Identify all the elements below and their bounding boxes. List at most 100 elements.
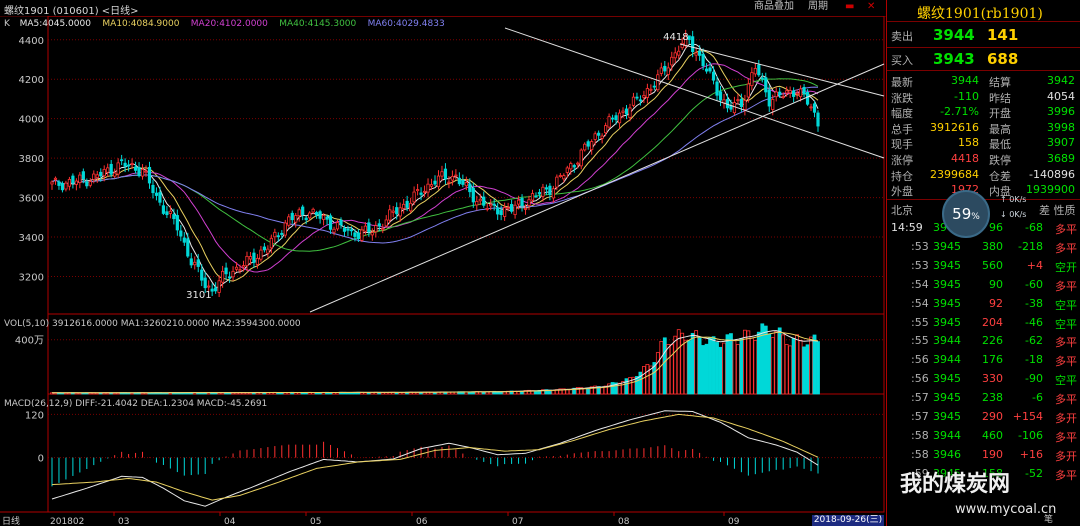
candle-body bbox=[349, 229, 354, 232]
candle-body bbox=[137, 167, 141, 177]
tick-diff: +16 bbox=[1019, 447, 1043, 461]
volume-bar bbox=[718, 346, 723, 395]
candle-body bbox=[544, 187, 549, 190]
tick-price: 3945 bbox=[933, 258, 961, 272]
candle-body bbox=[520, 198, 524, 207]
candle-body bbox=[663, 65, 667, 72]
tick-nature: 多平 bbox=[1055, 430, 1077, 444]
volume-bar bbox=[701, 345, 705, 395]
volume-bar bbox=[648, 365, 653, 395]
candle-body bbox=[509, 204, 514, 212]
speed-down: 0K/s bbox=[1009, 210, 1027, 219]
candle-body bbox=[151, 184, 155, 194]
candle-body bbox=[461, 180, 465, 185]
candle-body bbox=[123, 162, 127, 167]
y-tick-label: 3600 bbox=[19, 194, 44, 205]
y-tick-label: 4000 bbox=[19, 115, 44, 126]
price-annotation: 3101 bbox=[186, 290, 211, 301]
candle-body bbox=[196, 259, 200, 267]
volume-bar bbox=[739, 338, 744, 395]
candle-body bbox=[353, 232, 357, 237]
candle-body bbox=[221, 270, 225, 283]
ma-legend-item: MA10:4084.9000 bbox=[102, 19, 179, 29]
tick-time: 14:59 bbox=[891, 221, 923, 234]
tick-row: :54 3945 92 -38 空平 bbox=[887, 295, 1080, 313]
tick-row: :54 3945 90 -60 多平 bbox=[887, 276, 1080, 294]
candle-body bbox=[283, 222, 287, 236]
speed-up: 0K/s bbox=[1009, 195, 1027, 204]
watermark-brand: 我的煤炭网 bbox=[900, 472, 1011, 497]
volume-bar bbox=[659, 340, 664, 395]
volume-bar bbox=[572, 387, 577, 395]
overlay-button[interactable]: 商品叠加 bbox=[754, 1, 794, 12]
stat-value: 1939900 bbox=[1026, 183, 1075, 197]
stat-row: 幅度 -2.71% 开盘 3996 bbox=[887, 103, 1080, 121]
candle-body bbox=[78, 174, 82, 183]
candle-body bbox=[743, 100, 747, 110]
candle-body bbox=[812, 103, 817, 113]
candle-body bbox=[527, 199, 531, 206]
candle-body bbox=[193, 261, 197, 266]
candle-body bbox=[287, 216, 291, 226]
candle-body bbox=[248, 256, 253, 260]
stat-value: -140896 bbox=[1029, 167, 1075, 181]
speed-indicator[interactable]: 59% bbox=[942, 190, 990, 238]
chart-area[interactable]: 4400 4200 4000 3800 3600 3400 3200 K MA5:4045.00… bbox=[0, 16, 886, 526]
y-tick-label: 3800 bbox=[19, 154, 44, 165]
tick-diff: -68 bbox=[1025, 221, 1043, 234]
candle-body bbox=[311, 208, 315, 213]
tick-row: :58 3944 460 -106 多平 bbox=[887, 427, 1080, 445]
tick-price: 3944 bbox=[933, 353, 961, 367]
volume-bar bbox=[544, 389, 549, 395]
stat-value: 3944 bbox=[951, 74, 979, 87]
buy-price: 3943 bbox=[933, 50, 975, 68]
candle-body bbox=[617, 112, 622, 124]
tick-diff: +154 bbox=[1012, 410, 1043, 423]
candle-body bbox=[680, 42, 684, 49]
candle-body bbox=[179, 230, 183, 237]
candle-body bbox=[778, 91, 782, 96]
volume-bar bbox=[631, 376, 636, 395]
candle-body bbox=[95, 174, 99, 178]
candle-body bbox=[429, 184, 434, 187]
candle-body bbox=[74, 180, 78, 185]
stat-value: 3689 bbox=[1047, 152, 1075, 165]
trendline-up bbox=[309, 63, 885, 313]
stat-value: 2399684 bbox=[930, 167, 979, 181]
candle-body bbox=[415, 189, 420, 192]
period-button[interactable]: 周期 bbox=[808, 1, 828, 12]
stat-row: 现手 158 最低 3907 bbox=[887, 134, 1080, 152]
candle-body bbox=[301, 206, 305, 215]
candle-body bbox=[579, 149, 583, 167]
tick-time: :56 bbox=[911, 353, 929, 367]
tick-price: 3945 bbox=[933, 277, 961, 291]
candle-body bbox=[454, 174, 458, 177]
tick-time: :56 bbox=[911, 372, 929, 386]
candle-body bbox=[666, 67, 670, 75]
candle-body bbox=[656, 74, 660, 91]
candle-body bbox=[771, 99, 775, 110]
candle-body bbox=[412, 191, 416, 203]
tick-qty: 330 bbox=[982, 372, 1003, 386]
date-label: 2018-09-26(三) bbox=[812, 515, 884, 526]
candle-body bbox=[422, 190, 427, 193]
volume-bar bbox=[541, 389, 545, 395]
candle-body bbox=[370, 232, 374, 236]
candle-body bbox=[238, 269, 242, 272]
candle-body bbox=[673, 52, 677, 59]
trendline-down bbox=[504, 27, 885, 159]
candle-body bbox=[534, 195, 538, 198]
tick-time: :58 bbox=[911, 447, 929, 461]
stat-row: 总手 3912616 最高 3998 bbox=[887, 119, 1080, 137]
minimize-icon[interactable]: ▬ bbox=[845, 1, 855, 12]
candle-body bbox=[360, 229, 364, 241]
candle-body bbox=[106, 167, 110, 173]
tick-time: :54 bbox=[911, 277, 929, 291]
tick-price: 3944 bbox=[933, 428, 961, 442]
candle-body bbox=[555, 176, 559, 188]
trendline-upper bbox=[679, 43, 885, 97]
candle-body bbox=[158, 192, 162, 203]
candle-body bbox=[499, 210, 503, 216]
tick-diff: -52 bbox=[1025, 466, 1043, 480]
close-icon[interactable]: ✕ bbox=[867, 1, 876, 12]
